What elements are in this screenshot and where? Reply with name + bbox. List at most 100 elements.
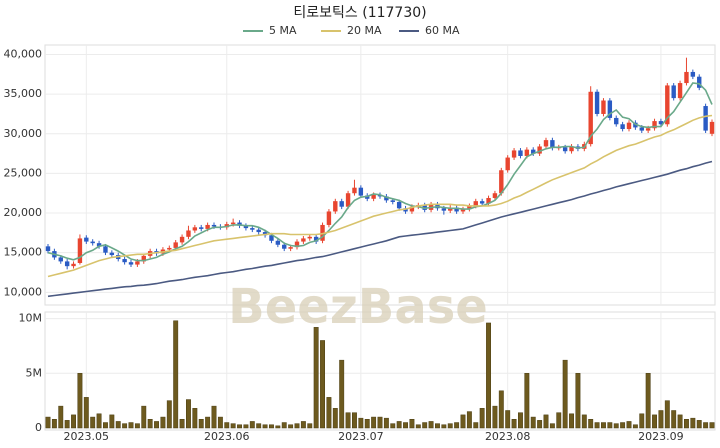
candle-body <box>109 252 115 256</box>
volume-bar <box>486 322 491 429</box>
volume-bar <box>664 400 670 429</box>
volume-bar <box>447 423 453 429</box>
volume-bar <box>262 424 268 429</box>
volume-bar <box>454 422 460 429</box>
volume-bar <box>90 416 96 429</box>
y-tick-label: 30,000 <box>4 127 43 140</box>
candle-body <box>288 247 293 249</box>
volume-bar <box>173 320 179 429</box>
volume-bar <box>249 421 255 429</box>
volume-bar <box>403 422 408 429</box>
volume-bar <box>549 423 555 429</box>
ma-line <box>47 82 713 262</box>
x-tick-label: 2023.09 <box>638 430 684 443</box>
y-tick-label: 40,000 <box>4 48 43 61</box>
volume-bar <box>179 418 185 429</box>
candle-body <box>358 187 364 196</box>
candle-body <box>486 197 491 204</box>
candle-body <box>409 206 415 212</box>
volume-bar <box>383 417 389 429</box>
candle-body <box>243 225 249 229</box>
volume-bar <box>224 422 230 429</box>
candle-body <box>594 91 600 114</box>
volume-bar <box>230 423 236 429</box>
volume-bar <box>358 417 364 429</box>
volume-bar <box>658 410 664 429</box>
volume-bar <box>594 422 600 429</box>
x-tick-label: 2023.06 <box>204 430 250 443</box>
candle-body <box>96 243 102 247</box>
volume-bar <box>479 408 485 429</box>
volume-bar <box>269 424 274 429</box>
candle-body <box>652 121 657 129</box>
volume-bar <box>58 405 64 429</box>
candle-body <box>128 262 134 265</box>
candle-body <box>479 201 485 204</box>
candle-body <box>313 236 319 242</box>
candle-body <box>543 140 549 147</box>
candle-body <box>614 117 619 125</box>
volume-bar <box>524 373 530 429</box>
candle-body <box>339 201 344 207</box>
chart-title: 티로보틱스 (117730) <box>293 5 426 21</box>
volume-bar <box>466 411 472 429</box>
volume-bar <box>339 359 345 429</box>
candle-body <box>333 201 338 212</box>
volume-bar <box>281 422 287 429</box>
candle-body <box>256 229 261 233</box>
volume-bar <box>626 421 632 429</box>
candle-body <box>531 149 536 154</box>
volume-bar <box>396 421 402 429</box>
candle-body <box>77 238 83 263</box>
candle-body <box>269 235 274 241</box>
candle-body <box>460 209 466 212</box>
candle-body <box>282 244 287 249</box>
candle-body <box>709 121 715 134</box>
candle-body <box>230 222 236 225</box>
candle-body <box>294 241 300 248</box>
candle-body <box>186 230 191 237</box>
volume-bar <box>134 423 140 429</box>
candle-body <box>524 149 530 156</box>
volume-bar <box>332 408 338 429</box>
volume-bar <box>96 413 102 429</box>
volume-bar <box>320 340 325 429</box>
candle-body <box>390 200 395 202</box>
candle-body <box>620 124 625 130</box>
candle-body <box>122 259 127 263</box>
candle-body <box>345 193 351 207</box>
volume-bar <box>83 397 89 429</box>
volume-bar <box>326 397 332 429</box>
volume-bar <box>652 414 657 429</box>
volume-bar <box>51 418 57 429</box>
x-tick-label: 2023.08 <box>485 430 531 443</box>
candle-body <box>71 263 76 267</box>
volume-bar <box>428 421 434 429</box>
volume-bar <box>288 424 294 429</box>
candle-body <box>64 261 70 267</box>
candle-body <box>396 201 402 209</box>
candle-body <box>103 246 108 253</box>
ma-line <box>47 114 713 278</box>
y-tick-label: 15,000 <box>4 246 43 259</box>
candle-body <box>607 100 613 118</box>
candle-body <box>671 85 676 99</box>
candle-body <box>326 211 332 225</box>
volume-bar <box>562 359 568 429</box>
volume-bar <box>709 422 715 429</box>
volume-bar <box>160 416 166 429</box>
volume-bar <box>313 327 319 429</box>
volume-bar <box>115 421 121 429</box>
candle-body <box>179 236 185 243</box>
volume-bar <box>275 425 281 429</box>
candle-body <box>492 193 498 198</box>
volume-bar <box>518 412 523 429</box>
candle-body <box>697 76 702 88</box>
candle-body <box>665 85 670 125</box>
volume-bar <box>345 412 351 429</box>
candle-body <box>84 237 89 242</box>
volume-bar <box>371 416 377 429</box>
volume-bar <box>639 413 645 429</box>
candle-body <box>703 106 708 131</box>
candle-body <box>250 228 255 230</box>
